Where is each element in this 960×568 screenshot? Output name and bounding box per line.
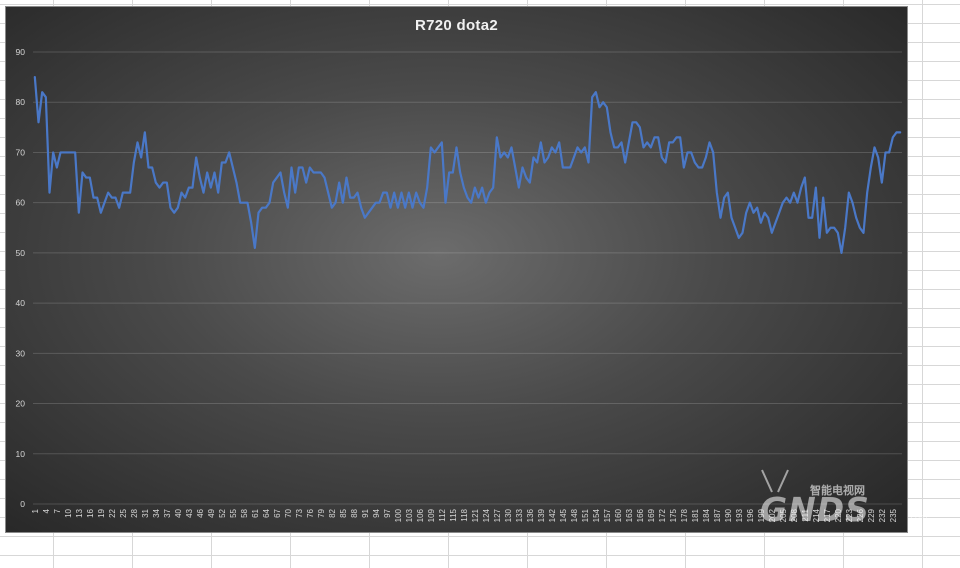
x-tick-label: 40 bbox=[174, 508, 183, 517]
x-tick-label: 13 bbox=[75, 508, 84, 517]
x-tick-label: 82 bbox=[328, 508, 337, 517]
x-tick-label: 67 bbox=[273, 508, 282, 517]
x-tick-label: 76 bbox=[306, 508, 315, 517]
y-tick-label: 70 bbox=[16, 147, 26, 157]
x-tick-label: 118 bbox=[460, 508, 469, 521]
x-tick-label: 79 bbox=[317, 508, 326, 517]
x-tick-label: 142 bbox=[548, 508, 557, 522]
x-tick-label: 151 bbox=[581, 508, 590, 522]
y-tick-label: 0 bbox=[20, 499, 25, 509]
x-tick-label: 103 bbox=[405, 508, 414, 522]
x-tick-label: 70 bbox=[284, 508, 293, 517]
x-tick-label: 208 bbox=[790, 508, 799, 522]
x-tick-label: 154 bbox=[592, 508, 601, 522]
x-tick-label: 178 bbox=[680, 508, 689, 522]
x-tick-label: 235 bbox=[889, 508, 898, 522]
x-tick-label: 34 bbox=[152, 508, 161, 517]
x-tick-label: 172 bbox=[658, 508, 667, 522]
x-tick-label: 223 bbox=[845, 508, 854, 522]
x-tick-label: 28 bbox=[130, 508, 139, 517]
x-tick-label: 73 bbox=[295, 508, 304, 517]
x-tick-label: 37 bbox=[163, 508, 172, 517]
y-tick-label: 80 bbox=[16, 97, 26, 107]
x-tick-label: 58 bbox=[240, 508, 249, 517]
x-tick-label: 130 bbox=[504, 508, 513, 522]
x-tick-label: 85 bbox=[339, 508, 348, 517]
x-tick-label: 160 bbox=[614, 508, 623, 522]
x-tick-label: 169 bbox=[647, 508, 656, 522]
x-tick-label: 1 bbox=[31, 508, 40, 513]
x-tick-label: 214 bbox=[812, 508, 821, 522]
x-tick-label: 100 bbox=[394, 508, 403, 522]
x-tick-label: 190 bbox=[724, 508, 733, 522]
x-tick-label: 97 bbox=[383, 508, 392, 517]
x-tick-label: 25 bbox=[119, 508, 128, 517]
x-tick-label: 46 bbox=[196, 508, 205, 517]
x-tick-label: 106 bbox=[416, 508, 425, 522]
x-tick-label: 145 bbox=[559, 508, 568, 522]
x-tick-label: 202 bbox=[768, 508, 777, 522]
x-tick-label: 22 bbox=[108, 508, 117, 517]
x-tick-label: 19 bbox=[97, 508, 106, 517]
x-tick-label: 181 bbox=[691, 508, 700, 522]
x-tick-label: 43 bbox=[185, 508, 194, 517]
x-tick-label: 16 bbox=[86, 508, 95, 517]
x-tick-label: 148 bbox=[570, 508, 579, 522]
x-tick-label: 139 bbox=[537, 508, 546, 522]
series-line bbox=[33, 76, 902, 254]
x-tick-label: 10 bbox=[64, 508, 73, 517]
x-tick-label: 124 bbox=[482, 508, 491, 522]
x-tick-label: 133 bbox=[515, 508, 524, 522]
x-tick-label: 229 bbox=[867, 508, 876, 522]
y-tick-label: 90 bbox=[16, 47, 26, 57]
x-tick-label: 211 bbox=[801, 508, 810, 521]
x-tick-label: 166 bbox=[636, 508, 645, 522]
x-tick-label: 199 bbox=[757, 508, 766, 522]
x-tick-label: 184 bbox=[702, 508, 711, 522]
x-tick-label: 88 bbox=[350, 508, 359, 517]
x-tick-label: 136 bbox=[526, 508, 535, 522]
y-tick-label: 10 bbox=[16, 449, 26, 459]
x-tick-label: 121 bbox=[471, 508, 480, 522]
y-tick-label: 30 bbox=[16, 348, 26, 358]
x-tick-label: 175 bbox=[669, 508, 678, 522]
x-tick-label: 94 bbox=[372, 508, 381, 517]
x-tick-label: 232 bbox=[878, 508, 887, 522]
x-tick-label: 31 bbox=[141, 508, 150, 517]
x-tick-label: 205 bbox=[779, 508, 788, 522]
x-tick-label: 7 bbox=[53, 508, 62, 513]
x-tick-label: 91 bbox=[361, 508, 370, 517]
x-tick-label: 226 bbox=[856, 508, 865, 522]
x-tick-label: 220 bbox=[834, 508, 843, 522]
x-tick-label: 157 bbox=[603, 508, 612, 522]
x-tick-label: 193 bbox=[735, 508, 744, 522]
x-tick-label: 217 bbox=[823, 508, 832, 522]
chart-title: R720 dota2 bbox=[414, 17, 499, 34]
y-tick-label: 20 bbox=[16, 399, 26, 409]
x-tick-label: 109 bbox=[427, 508, 436, 522]
x-tick-label: 64 bbox=[262, 508, 271, 517]
y-tick-label: 50 bbox=[16, 248, 26, 258]
x-tick-label: 55 bbox=[229, 508, 238, 517]
x-tick-label: 52 bbox=[218, 508, 227, 517]
x-tick-label: 127 bbox=[493, 508, 502, 522]
x-tick-label: 4 bbox=[42, 508, 51, 513]
x-tick-label: 49 bbox=[207, 508, 216, 517]
x-tick-label: 163 bbox=[625, 508, 634, 522]
y-tick-label: 60 bbox=[16, 198, 26, 208]
x-tick-label: 196 bbox=[746, 508, 755, 522]
x-tick-label: 61 bbox=[251, 508, 260, 517]
x-tick-label: 112 bbox=[438, 508, 447, 521]
x-tick-label: 115 bbox=[449, 508, 458, 521]
y-tick-label: 40 bbox=[16, 298, 26, 308]
x-tick-label: 187 bbox=[713, 508, 722, 522]
chart-area[interactable]: R720 dota2 0 10 20 30 40 50 60 70 80 90 1 4 7 10 13 16 1… bbox=[5, 6, 908, 533]
